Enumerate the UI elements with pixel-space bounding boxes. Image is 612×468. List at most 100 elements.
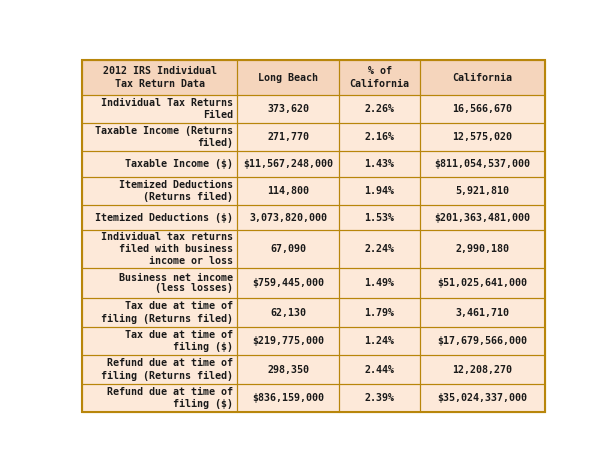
Bar	[420, 95, 545, 123]
Bar	[339, 95, 420, 123]
Bar	[82, 384, 237, 412]
Bar	[420, 230, 545, 268]
Text: $11,567,248,000: $11,567,248,000	[243, 159, 333, 169]
Bar	[339, 123, 420, 152]
Bar	[82, 230, 237, 268]
Bar	[237, 123, 339, 152]
Bar	[237, 230, 339, 268]
Bar	[420, 123, 545, 152]
Bar	[339, 327, 420, 355]
Text: (less losses): (less losses)	[155, 283, 233, 293]
Text: 1.43%: 1.43%	[365, 159, 395, 169]
Bar	[82, 123, 237, 152]
Text: $811,054,537,000: $811,054,537,000	[435, 159, 531, 169]
Bar	[339, 152, 420, 176]
Bar	[339, 384, 420, 412]
Bar	[420, 176, 545, 205]
Text: 2.16%: 2.16%	[365, 132, 395, 142]
Bar	[420, 230, 545, 268]
Bar	[82, 176, 237, 205]
Bar	[339, 95, 420, 123]
Bar	[237, 95, 339, 123]
Bar	[82, 299, 237, 327]
Text: Individual tax returns
filed with business
income or loss: Individual tax returns filed with busine…	[102, 232, 233, 266]
Bar	[420, 327, 545, 355]
Text: 1.53%: 1.53%	[365, 212, 395, 223]
Bar	[237, 268, 339, 299]
Text: Taxable Income ($): Taxable Income ($)	[125, 159, 233, 169]
Text: Taxable Income (Returns
filed): Taxable Income (Returns filed)	[95, 126, 233, 148]
Bar	[82, 327, 237, 355]
Bar	[420, 299, 545, 327]
Text: Individual Tax Returns
Filed: Individual Tax Returns Filed	[102, 98, 233, 120]
Bar	[82, 60, 237, 95]
Bar	[420, 327, 545, 355]
Text: Tax due at time of
filing (Returns filed): Tax due at time of filing (Returns filed…	[102, 301, 233, 324]
Bar	[237, 230, 339, 268]
Bar	[82, 230, 237, 268]
Text: $35,024,337,000: $35,024,337,000	[438, 393, 528, 403]
Bar	[339, 60, 420, 95]
Bar	[237, 60, 339, 95]
Bar	[420, 152, 545, 176]
Bar	[237, 299, 339, 327]
Bar	[339, 176, 420, 205]
Bar	[420, 205, 545, 230]
Text: 2.24%: 2.24%	[365, 244, 395, 254]
Text: 16,566,670: 16,566,670	[453, 104, 513, 114]
Bar	[420, 355, 545, 384]
Text: $759,445,000: $759,445,000	[252, 278, 324, 288]
Bar	[82, 152, 237, 176]
Bar	[339, 355, 420, 384]
Bar	[420, 268, 545, 299]
Text: 12,575,020: 12,575,020	[453, 132, 513, 142]
Bar	[237, 152, 339, 176]
Bar	[420, 60, 545, 95]
Bar	[339, 299, 420, 327]
Bar	[339, 355, 420, 384]
Bar	[420, 176, 545, 205]
Bar	[82, 327, 237, 355]
Bar	[420, 152, 545, 176]
Bar	[339, 327, 420, 355]
Bar	[237, 355, 339, 384]
Text: 373,620: 373,620	[267, 104, 309, 114]
Bar	[237, 152, 339, 176]
Bar	[237, 123, 339, 152]
Text: 298,350: 298,350	[267, 365, 309, 374]
Bar	[237, 299, 339, 327]
Text: $219,775,000: $219,775,000	[252, 336, 324, 346]
Text: 2.26%: 2.26%	[365, 104, 395, 114]
Bar	[237, 327, 339, 355]
Text: 2,990,180: 2,990,180	[455, 244, 510, 254]
Bar	[420, 299, 545, 327]
Bar	[339, 176, 420, 205]
Text: 1.24%: 1.24%	[365, 336, 395, 346]
Bar	[420, 384, 545, 412]
Bar	[420, 95, 545, 123]
Text: Tax due at time of
filing ($): Tax due at time of filing ($)	[125, 330, 233, 352]
Bar	[237, 384, 339, 412]
Bar	[420, 60, 545, 95]
Bar	[339, 152, 420, 176]
Bar	[82, 205, 237, 230]
Text: 3,461,710: 3,461,710	[455, 307, 510, 318]
Text: 1.49%: 1.49%	[365, 278, 395, 288]
Bar	[339, 205, 420, 230]
Text: $836,159,000: $836,159,000	[252, 393, 324, 403]
Bar	[82, 205, 237, 230]
Bar	[237, 60, 339, 95]
Bar	[82, 95, 237, 123]
Text: Itemized Deductions
(Returns filed): Itemized Deductions (Returns filed)	[119, 180, 233, 202]
Bar	[82, 299, 237, 327]
Bar	[82, 152, 237, 176]
Text: Business net income: Business net income	[119, 273, 233, 283]
Bar	[237, 205, 339, 230]
Text: 114,800: 114,800	[267, 186, 309, 196]
Bar	[82, 268, 237, 299]
Bar	[420, 268, 545, 299]
Bar	[237, 205, 339, 230]
Bar	[82, 176, 237, 205]
Text: 3,073,820,000: 3,073,820,000	[249, 212, 327, 223]
Bar	[237, 176, 339, 205]
